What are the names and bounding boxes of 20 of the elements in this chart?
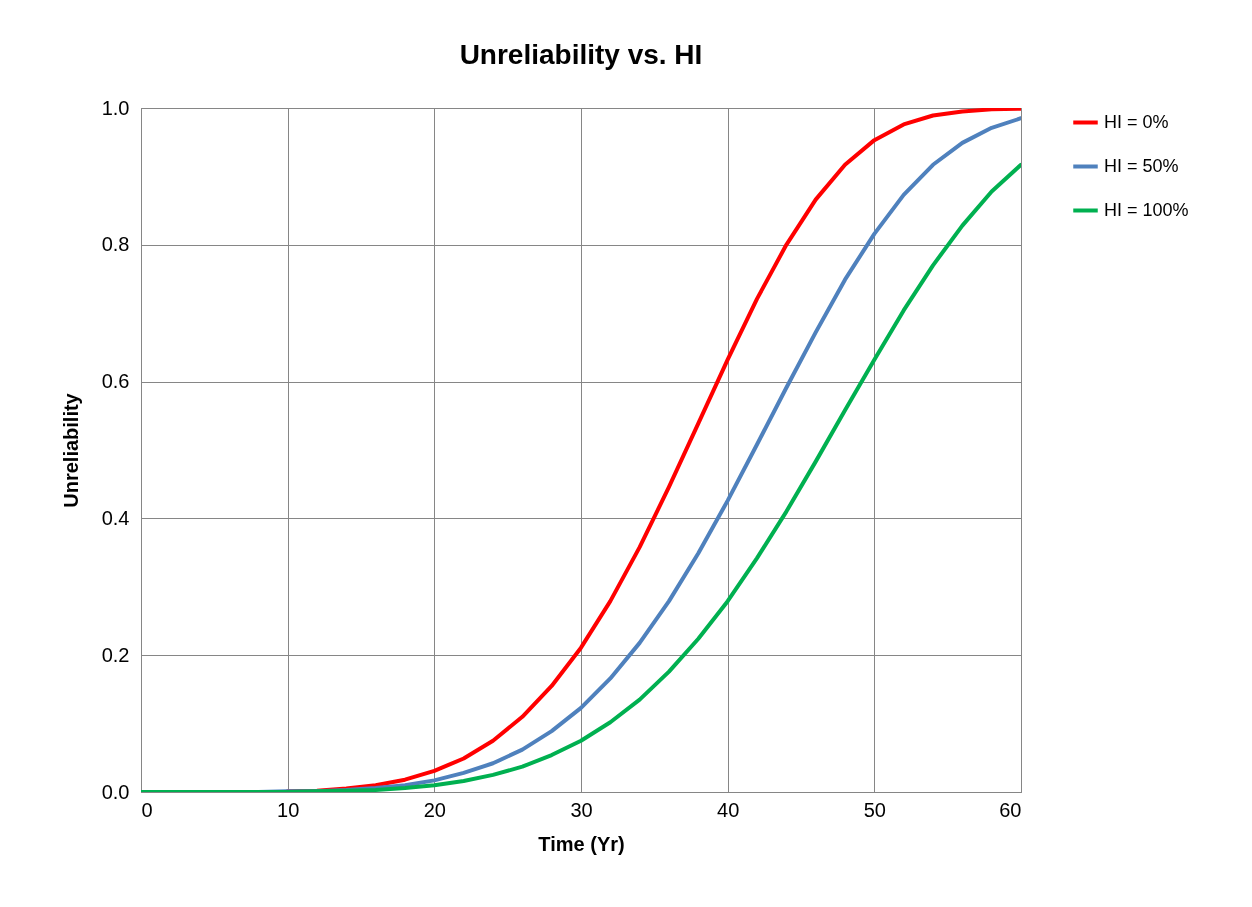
chart-title: Unreliability vs. HI bbox=[459, 39, 703, 70]
x-tick-label: 50 bbox=[863, 798, 886, 821]
x-tick-label: 20 bbox=[423, 798, 446, 821]
x-axis-title: Time (Yr) bbox=[538, 832, 625, 855]
legend-label: HI = 0% bbox=[1104, 111, 1169, 132]
y-tick-label: 0.0 bbox=[101, 780, 130, 803]
y-tick-label: 1.0 bbox=[101, 96, 130, 119]
y-tick-label: 0.2 bbox=[101, 643, 130, 666]
x-tick-label: 40 bbox=[717, 798, 740, 821]
legend-label: HI = 100% bbox=[1104, 199, 1189, 220]
y-axis-title: Unreliability bbox=[59, 392, 82, 508]
x-tick-label: 0 bbox=[141, 798, 153, 821]
x-tick-label: 30 bbox=[570, 798, 593, 821]
x-tick-label: 10 bbox=[277, 798, 300, 821]
y-tick-label: 0.4 bbox=[101, 506, 130, 529]
legend-label: HI = 50% bbox=[1104, 155, 1179, 176]
x-tick-label: 60 bbox=[999, 798, 1022, 821]
y-tick-label: 0.6 bbox=[101, 370, 130, 393]
y-tick-label: 0.8 bbox=[101, 233, 130, 256]
line-series bbox=[141, 162, 1021, 792]
